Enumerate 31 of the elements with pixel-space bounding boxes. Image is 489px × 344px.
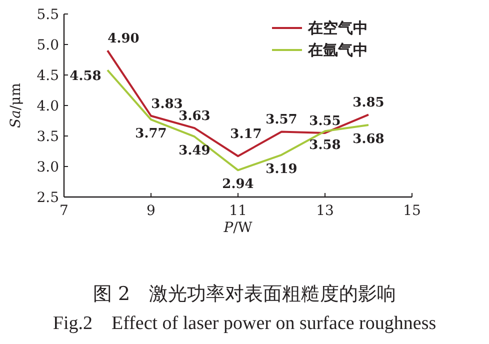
legend-label: 在空气中 <box>307 19 368 37</box>
data-label: 3.57 <box>266 112 298 128</box>
y-tick-label: 3.5 <box>36 129 59 145</box>
y-axis-title: Sa/μm <box>8 82 24 128</box>
data-label: 3.63 <box>178 109 210 124</box>
legend-label: 在氩气中 <box>307 41 368 59</box>
x-axis-title: P/W <box>222 220 253 236</box>
data-label: 3.19 <box>266 162 298 177</box>
data-label: 4.58 <box>70 69 102 84</box>
data-label: 3.77 <box>135 126 167 142</box>
data-label: 3.85 <box>352 96 384 111</box>
y-tick-label: 4.5 <box>36 68 59 84</box>
x-tick-label: 15 <box>403 203 421 219</box>
data-label: 3.58 <box>309 138 341 154</box>
data-label: 3.68 <box>352 132 384 148</box>
y-tick-label: 5.0 <box>36 38 59 54</box>
y-tick-label: 4.0 <box>36 98 59 114</box>
x-tick-label: 13 <box>316 203 334 219</box>
x-tick-label: 11 <box>229 203 247 219</box>
text: Fig.2 Effect of laser power on surface roughness <box>52 313 436 334</box>
data-label: 3.49 <box>178 144 210 159</box>
data-label: 2.94 <box>222 177 254 192</box>
data-label: 4.90 <box>108 32 140 47</box>
text: 图 2 激光功率对表面粗糙度的影响 <box>92 283 396 305</box>
data-label: 3.17 <box>230 127 262 142</box>
x-tick-label: 9 <box>146 203 156 219</box>
y-tick-label: 5.5 <box>36 7 59 23</box>
y-tick-label: 3.0 <box>36 160 59 176</box>
x-tick-label: 7 <box>60 203 68 219</box>
data-label: 3.55 <box>309 114 341 129</box>
y-tick-label: 2.5 <box>36 190 59 206</box>
